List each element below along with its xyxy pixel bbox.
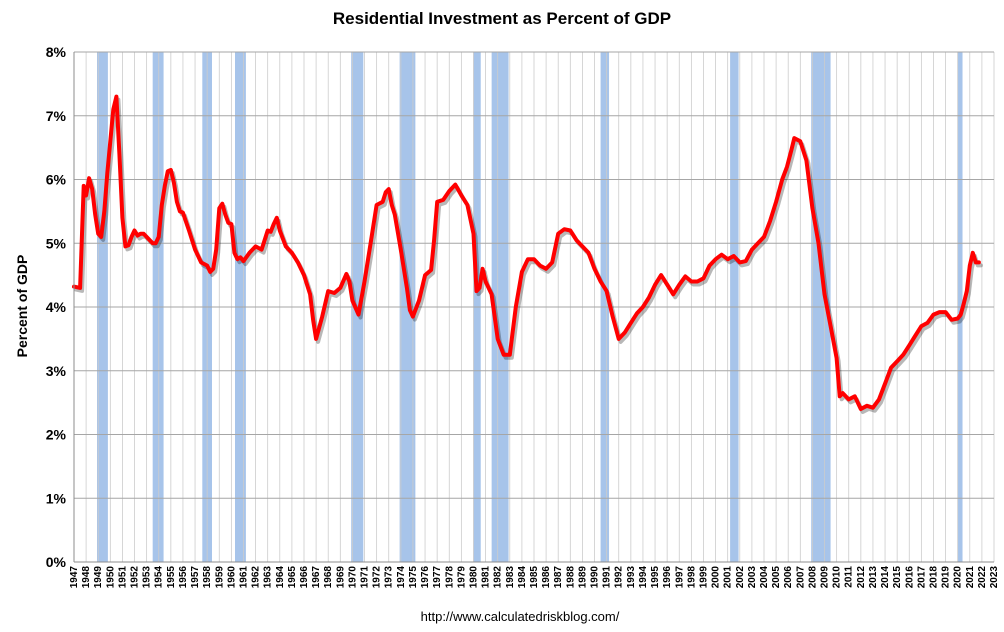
x-tick-label: 2016 (904, 566, 915, 589)
y-tick-label: 3% (46, 363, 67, 379)
x-tick-label: 1987 (553, 566, 564, 589)
x-tick-label: 1965 (287, 566, 298, 589)
x-tick-label: 1950 (105, 566, 116, 589)
x-tick-label: 1947 (69, 566, 80, 589)
x-tick-label: 1977 (432, 566, 443, 589)
x-tick-label: 1959 (214, 566, 225, 589)
y-tick-label: 2% (46, 427, 67, 443)
x-tick-label: 1966 (299, 566, 310, 589)
x-tick-label: 1964 (275, 566, 286, 589)
x-tick-label: 2023 (989, 566, 1000, 589)
x-tick-label: 1988 (565, 566, 576, 589)
x-tick-label: 1952 (130, 566, 141, 589)
x-tick-label: 1953 (142, 566, 153, 589)
x-tick-labels: 1947 1948 1949 1950 1951 1952 1953 1954 1955 1956… (69, 566, 1000, 589)
x-tick-label: 1990 (590, 566, 601, 589)
x-tick-label: 2012 (856, 566, 867, 589)
x-tick-label: 1983 (505, 566, 516, 589)
x-tick-label: 1979 (456, 566, 467, 589)
x-tick-label: 2018 (929, 566, 940, 589)
x-tick-label: 2021 (965, 566, 976, 589)
x-tick-label: 2006 (783, 566, 794, 589)
series-line (72, 94, 981, 411)
y-tick-label: 4% (46, 299, 67, 315)
x-tick-label: 1976 (420, 566, 431, 589)
x-tick-label: 2009 (820, 566, 831, 589)
source-url: http://www.calculatedriskblog.com/ (421, 609, 620, 624)
x-tick-label: 1954 (154, 566, 165, 589)
x-tick-label: 2013 (868, 566, 879, 589)
x-tick-label: 1992 (614, 566, 625, 589)
x-tick-label: 1984 (517, 566, 528, 589)
x-tick-label: 1971 (360, 566, 371, 589)
x-tick-label: 1982 (493, 566, 504, 589)
x-tick-label: 2019 (941, 566, 952, 589)
series-layer (72, 94, 983, 414)
x-tick-label: 1960 (226, 566, 237, 589)
x-tick-label: 1958 (202, 566, 213, 589)
x-tick-label: 1997 (674, 566, 685, 589)
x-tick-label: 2020 (953, 566, 964, 589)
x-tick-label: 1978 (444, 566, 455, 589)
y-tick-label: 1% (46, 490, 67, 506)
x-tick-label: 1985 (529, 566, 540, 589)
x-tick-label: 1996 (662, 566, 673, 589)
x-tick-label: 1962 (251, 566, 262, 589)
x-tick-label: 1972 (372, 566, 383, 589)
x-tick-label: 1999 (699, 566, 710, 589)
x-tick-label: 2003 (747, 566, 758, 589)
x-tick-label: 1995 (650, 566, 661, 589)
x-tick-label: 1955 (166, 566, 177, 589)
x-tick-label: 2001 (723, 566, 734, 589)
x-tick-label: 2007 (795, 566, 806, 589)
x-tick-label: 1949 (93, 566, 104, 589)
x-tick-label: 2017 (916, 566, 927, 589)
x-tick-label: 1994 (638, 566, 649, 589)
x-tick-label: 1974 (396, 566, 407, 589)
x-tick-label: 2004 (759, 566, 770, 589)
x-tick-label: 1957 (190, 566, 201, 589)
x-tick-label: 1998 (686, 566, 697, 589)
x-tick-label: 1969 (335, 566, 346, 589)
x-tick-label: 2008 (807, 566, 818, 589)
x-tick-label: 1975 (408, 566, 419, 589)
y-tick-label: 5% (46, 235, 67, 251)
x-tick-label: 1986 (541, 566, 552, 589)
x-tick-label: 2002 (735, 566, 746, 589)
x-tick-label: 1991 (602, 566, 613, 589)
x-tick-label: 1948 (81, 566, 92, 589)
x-tick-label: 1956 (178, 566, 189, 589)
x-tick-label: 1981 (481, 566, 492, 589)
x-tick-label: 2000 (711, 566, 722, 589)
y-tick-label: 0% (46, 554, 67, 570)
x-tick-label: 2005 (771, 566, 782, 589)
x-tick-label: 1968 (323, 566, 334, 589)
y-axis-label: Percent of GDP (14, 255, 30, 358)
chart-title: Residential Investment as Percent of GDP (333, 9, 671, 28)
x-tick-label: 2022 (977, 566, 988, 589)
y-tick-label: 7% (46, 108, 67, 124)
x-tick-label: 1967 (311, 566, 322, 589)
x-tick-label: 1970 (347, 566, 358, 589)
x-tick-label: 2010 (832, 566, 843, 589)
x-tick-label: 1993 (626, 566, 637, 589)
y-tick-label: 8% (46, 44, 67, 60)
x-tick-label: 2015 (892, 566, 903, 589)
y-tick-label: 6% (46, 172, 67, 188)
y-tick-labels: 0% 1% 2% 3% 4% 5% 6% 7% 8% (46, 44, 67, 570)
x-tick-label: 2014 (880, 566, 891, 589)
x-tick-label: 1961 (239, 566, 250, 589)
x-tick-label: 1980 (469, 566, 480, 589)
x-tick-label: 1963 (263, 566, 274, 589)
x-tick-label: 2011 (844, 566, 855, 588)
x-tick-label: 1973 (384, 566, 395, 589)
x-tick-label: 1951 (117, 566, 128, 589)
gridlines (74, 51, 995, 562)
axes (73, 52, 994, 563)
x-tick-label: 1989 (577, 566, 588, 589)
